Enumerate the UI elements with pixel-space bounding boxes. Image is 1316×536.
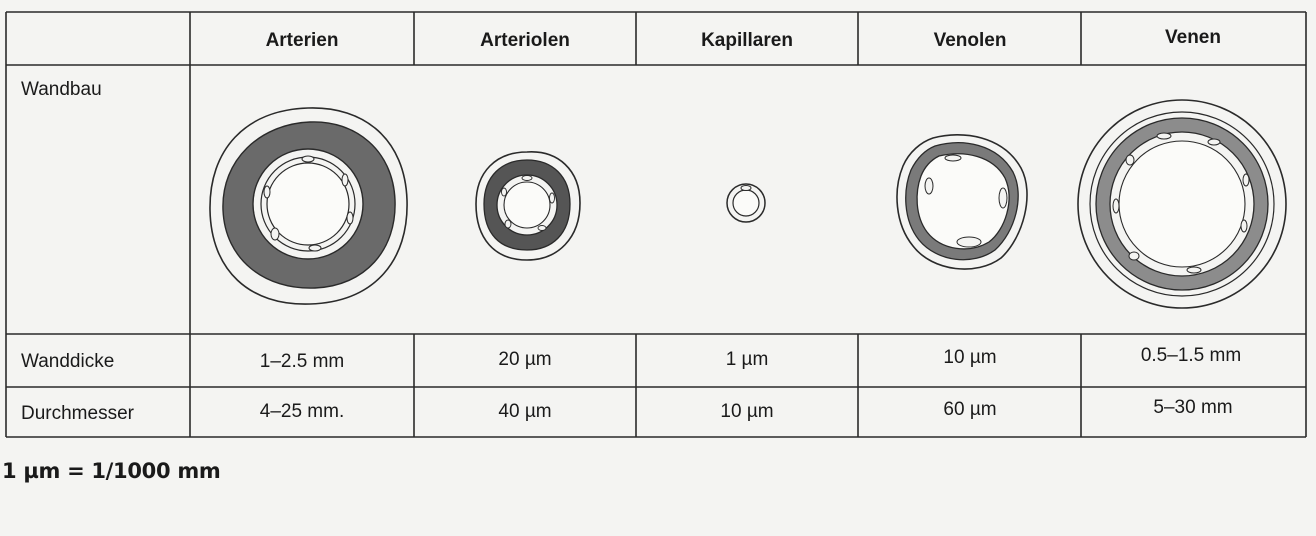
header-kapillaren: Kapillaren (701, 30, 793, 51)
header-venen: Venen (1165, 27, 1221, 48)
row-label-durchmesser: Durchmesser (21, 403, 134, 424)
durchmesser-kapillaren: 10 µm (720, 401, 774, 422)
wanddicke-venen: 0.5–1.5 mm (1140, 345, 1242, 366)
artery-cross-section (209, 107, 408, 305)
venule-cross-section (896, 134, 1028, 270)
durchmesser-venolen: 60 µm (943, 399, 997, 420)
header-venolen: Venolen (933, 30, 1007, 51)
durchmesser-arterien: 4–25 mm. (259, 401, 345, 422)
wanddicke-arterien: 1–2.5 mm (259, 351, 345, 372)
wanddicke-kapillaren: 1 µm (725, 349, 769, 370)
header-arterien: Arterien (265, 30, 339, 51)
wanddicke-arteriolen: 20 µm (498, 349, 552, 370)
durchmesser-venen: 5–30 mm (1153, 397, 1233, 418)
wanddicke-venolen: 10 µm (943, 347, 997, 368)
vein-cross-section (1077, 99, 1287, 309)
unit-footnote: 1 µm = 1/1000 mm (2, 459, 221, 483)
capillary-cross-section (726, 183, 766, 223)
row-label-wanddicke: Wanddicke (21, 351, 115, 372)
durchmesser-arteriolen: 40 µm (498, 401, 552, 422)
row-label-wandbau: Wandbau (21, 79, 102, 100)
header-arteriolen: Arteriolen (480, 30, 570, 51)
arteriole-cross-section (475, 151, 581, 261)
